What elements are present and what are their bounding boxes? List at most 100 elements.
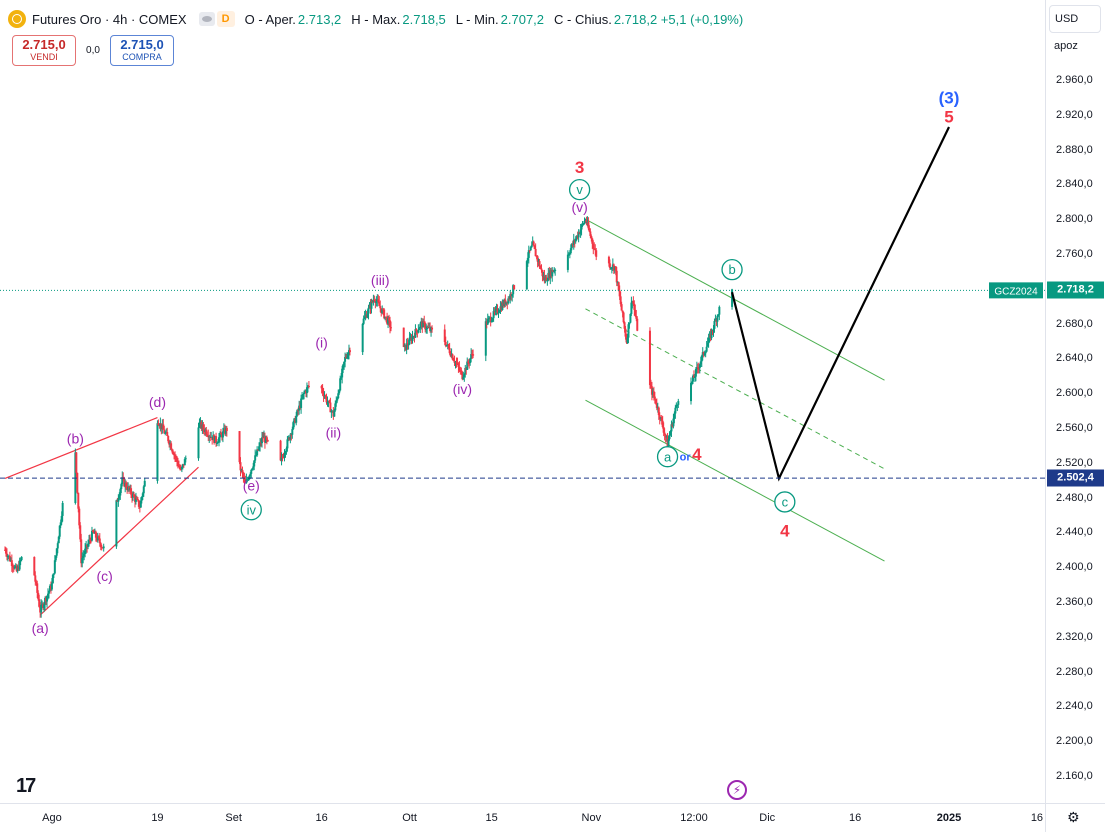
candle-body [635,315,638,319]
candle-body [238,431,241,463]
y-tick-label: 2.520,0 [1056,456,1093,469]
x-tick-label: Ott [402,812,417,824]
candle-body [47,591,50,594]
candle-body [453,360,456,363]
chart-plot-area[interactable]: GCZ2024 (a) (b) (c) (d) (e) iv (i) (ii) (iii) (iv… [0,0,1045,803]
candle-body [178,466,181,469]
tradingview-logo-icon[interactable]: 17 [16,775,36,797]
candle-body [4,549,7,554]
candle-body [179,468,182,470]
candle-body [362,318,365,324]
x-tick-label: Nov [581,812,602,824]
candle-body [247,479,250,481]
candle-body [60,515,63,523]
candle-body [117,498,120,502]
candle-body [217,442,220,444]
candle-body [379,306,382,309]
candle-body [582,223,585,225]
candle-body [632,301,635,304]
sell-button[interactable]: 2.715,0 VENDI [12,35,76,66]
candle-body [254,455,257,461]
buy-price: 2.715,0 [120,37,164,52]
candle-body [344,356,347,362]
candle-body [19,560,22,562]
candle-body [283,454,286,458]
chart-legend: Futures Oro · 4h · COMEX D O - Aper. 2.71… [8,8,743,30]
y-tick-label: 2.920,0 [1056,108,1093,121]
candle-body [363,316,366,319]
y-tick-label: 2.560,0 [1056,422,1093,434]
y-tick-label: 2.640,0 [1056,352,1093,365]
candle-body [567,254,570,256]
y-tick-label: 2.320,0 [1056,630,1093,643]
candle-body [710,330,713,339]
spread-value: 0,0 [86,45,100,56]
wave-circle [774,491,796,513]
candle-body [387,318,390,324]
candle-body [333,410,336,417]
candle-body [307,385,310,387]
candle-body [370,301,373,309]
flash-icon[interactable]: ⚡ [727,780,747,800]
candle-body [329,402,332,413]
candle-body [674,407,677,414]
candle-body [536,256,539,262]
candle-body [628,322,631,325]
price-axis[interactable]: USD apoz 2.160,0 2.200,0 2.240,0 2.280,0 2.3… [1045,0,1105,803]
candle-body [98,538,101,544]
candle-body [677,401,680,405]
candle-body [348,350,351,353]
candle-body [366,313,369,318]
candle-body [618,290,621,297]
currency-selector[interactable]: USD [1049,5,1101,33]
candle-body [301,397,304,399]
scale-mode-selector[interactable]: apoz [1049,33,1101,59]
candle-body [713,321,716,329]
symbol-title[interactable]: Futures Oro · 4h · COMEX [32,11,187,27]
candle-body [489,317,492,322]
candle-body [37,592,40,600]
wave-label: 5 [944,107,953,126]
candle-body [375,301,378,304]
time-axis[interactable]: Ago 19 Set 16 Ott 15 Nov 12:00 Dic 16 2025 16 [0,803,1045,832]
candle-body [339,378,342,391]
candle-body [243,477,246,480]
candle-body [142,486,145,494]
candle-body [82,555,85,558]
candle-body [80,539,83,564]
y-tick-label: 2.160,0 [1056,770,1093,782]
x-tick-label: Dic [759,812,776,824]
candle-body [431,327,434,330]
candle-body [672,418,675,427]
candle-body [298,405,301,411]
x-tick-label: 19 [151,812,164,824]
candle-body [676,404,679,406]
candle-body [648,330,651,386]
candle-body [125,482,128,488]
candle-body [282,457,285,459]
candle-body [414,329,417,338]
candle-body [718,306,721,315]
candle-body [166,432,169,437]
candle-body [20,556,23,561]
candle-body [46,595,49,602]
candle-body [623,322,626,329]
candle-body [341,368,344,378]
candle-body [388,318,391,321]
candle-body [470,354,473,359]
buy-button[interactable]: 2.715,0 COMPRA [110,35,174,66]
candle-body [97,536,100,539]
candle-body [487,317,490,320]
candle-body [156,423,159,481]
candle-body [130,488,133,495]
settings-icon[interactable]: ⚙ [1067,809,1080,825]
eye-icon[interactable] [198,12,215,26]
delayed-badge[interactable]: D [216,11,235,27]
candle-body [337,393,340,399]
candle-body [423,321,426,323]
candle-body [464,367,467,375]
candle-body [8,555,11,561]
candle-body [461,371,464,380]
wave-label: (iii) [371,272,390,288]
wave-circle [240,499,262,521]
